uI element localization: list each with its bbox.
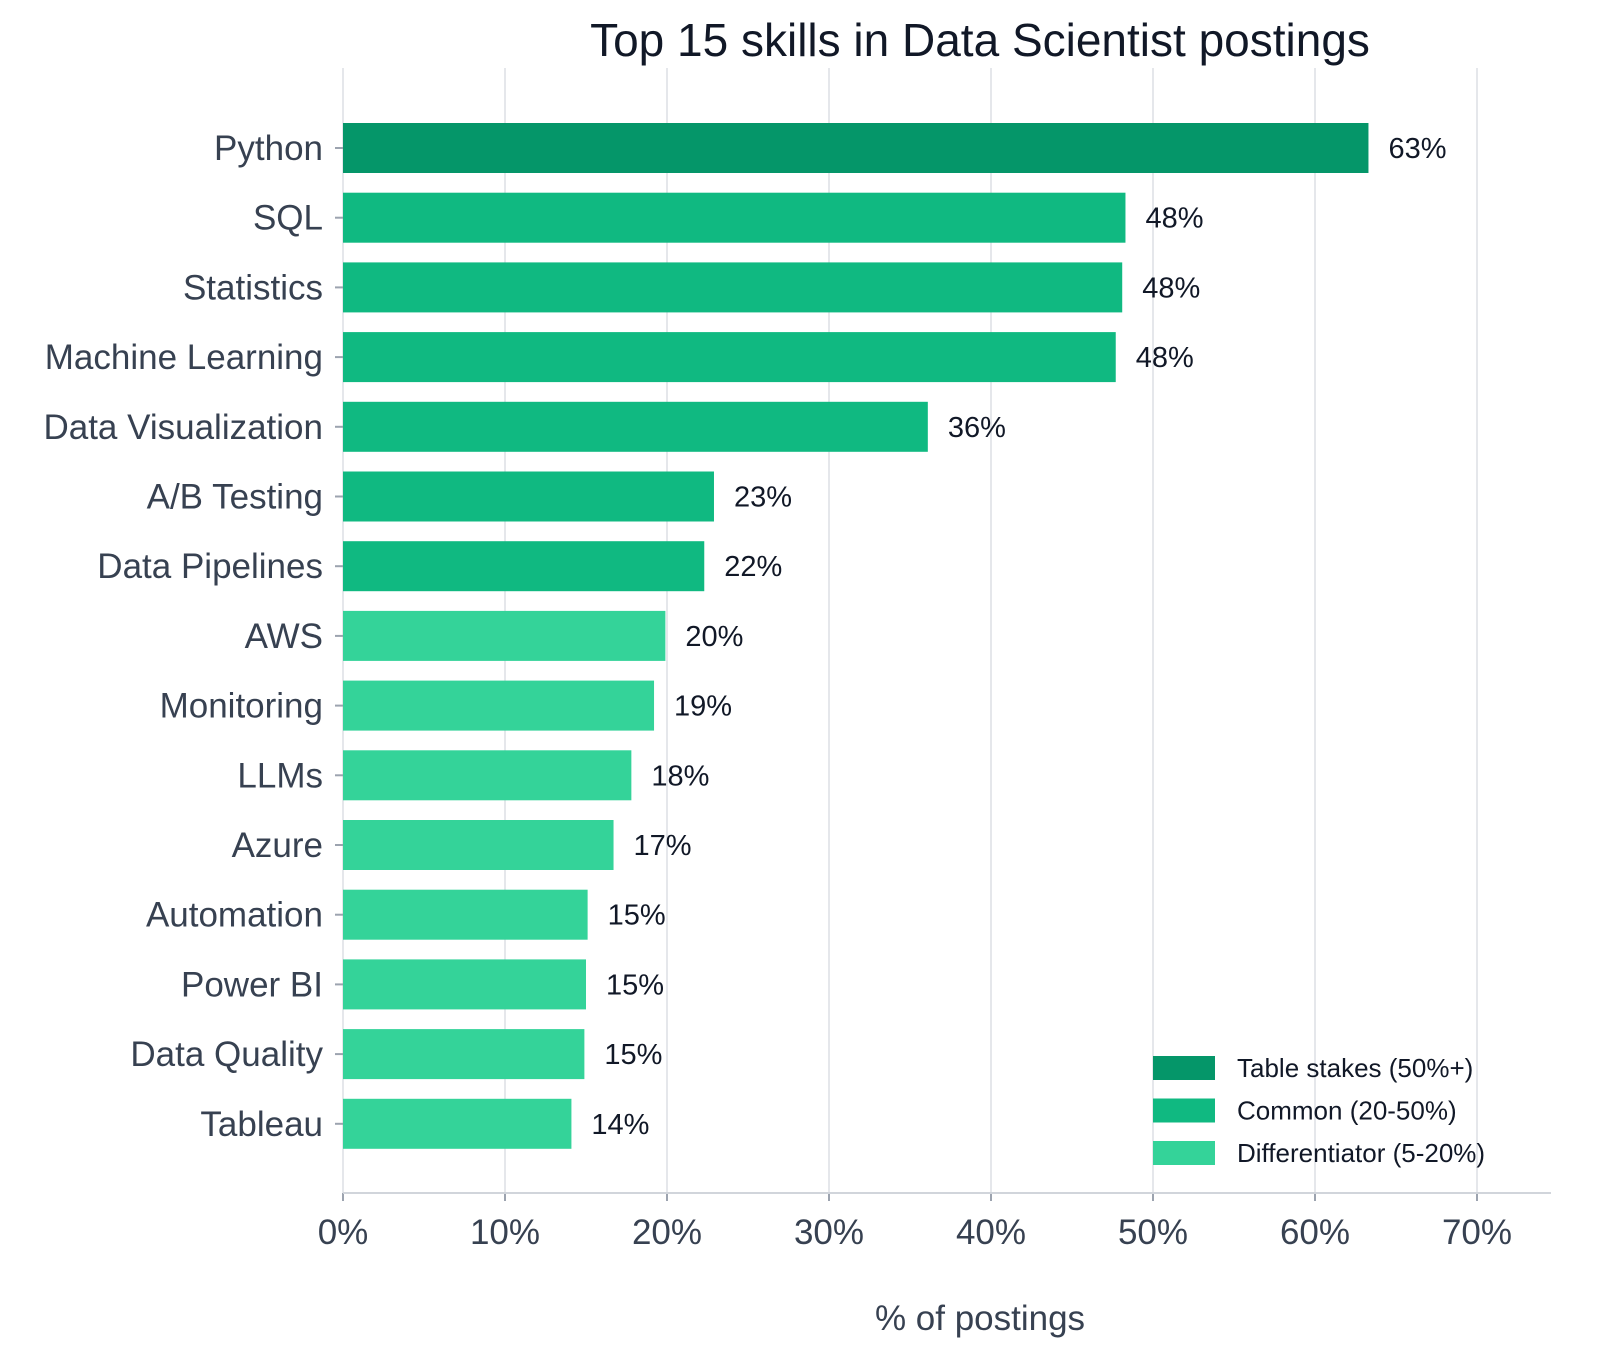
category-label-machine-learning: Machine Learning <box>45 338 323 377</box>
legend: Table stakes (50%+) Common (20-50%) Differ… <box>1153 1053 1485 1168</box>
category-label-aws: AWS <box>245 617 323 656</box>
value-label-a-b-testing: 23% <box>734 482 792 514</box>
bar-power-bi <box>343 959 586 1010</box>
x-tick-label-50: 50% <box>1118 1213 1188 1252</box>
value-labels: 63% 48% 48% 48% 36% 23% 22% 20% 19% 18% 17% 15% 15% 1… <box>591 133 1446 1141</box>
category-label-data-quality: Data Quality <box>130 1035 323 1074</box>
bar-monitoring <box>343 680 655 731</box>
legend-swatch-common-20-50 <box>1153 1098 1215 1123</box>
value-label-power-bi: 15% <box>606 969 664 1001</box>
bar-a-b-testing <box>343 471 714 522</box>
value-label-machine-learning: 48% <box>1136 342 1194 374</box>
category-label-monitoring: Monitoring <box>160 687 323 726</box>
bar-sql <box>343 192 1126 243</box>
category-label-tableau: Tableau <box>200 1105 323 1144</box>
category-label-a-b-testing: A/B Testing <box>147 478 323 517</box>
x-tick-label-30: 30% <box>794 1213 864 1252</box>
bar-python <box>343 123 1369 173</box>
value-label-tableau: 14% <box>591 1109 649 1141</box>
legend-label-table-stakes-50: Table stakes (50%+) <box>1237 1053 1473 1083</box>
x-tick-label-20: 20% <box>632 1213 702 1252</box>
value-label-data-quality: 15% <box>604 1039 662 1071</box>
bar-data-pipelines <box>343 541 705 592</box>
bar-llms <box>343 750 632 801</box>
x-tick-label-70: 70% <box>1442 1213 1512 1252</box>
category-labels: Python SQL Statistics Machine Learning Data … <box>43 129 343 1144</box>
x-axis-label: % of postings <box>875 1299 1085 1338</box>
category-label-azure: Azure <box>232 826 323 865</box>
legend-label-differentiator-5-20: Differentiator (5-20%) <box>1237 1138 1485 1168</box>
category-label-llms: LLMs <box>237 756 323 795</box>
bar-aws <box>343 610 666 661</box>
bar-automation <box>343 889 588 940</box>
value-label-statistics: 48% <box>1142 272 1200 304</box>
legend-swatch-table-stakes-50 <box>1153 1056 1215 1080</box>
legend-swatch-differentiator-5-20 <box>1153 1141 1215 1165</box>
value-label-aws: 20% <box>685 621 743 653</box>
x-tick-label-60: 60% <box>1280 1213 1350 1252</box>
category-label-data-pipelines: Data Pipelines <box>97 547 323 586</box>
x-axis: 0% 10% 20% 30% 40% 50% 60% 70% <box>318 1192 1551 1252</box>
value-label-sql: 48% <box>1145 203 1203 235</box>
bar-statistics <box>343 262 1123 313</box>
value-label-llms: 18% <box>651 760 709 792</box>
bar-tableau <box>343 1098 572 1149</box>
value-label-python: 63% <box>1388 133 1446 165</box>
category-label-statistics: Statistics <box>183 268 323 307</box>
bar-azure <box>343 820 614 870</box>
bars <box>343 123 1369 1149</box>
bar-data-quality <box>343 1029 585 1080</box>
value-label-monitoring: 19% <box>674 691 732 723</box>
category-label-sql: SQL <box>253 199 323 238</box>
value-label-data-visualization: 36% <box>948 412 1006 444</box>
category-label-data-visualization: Data Visualization <box>43 408 323 447</box>
chart-title: Top 15 skills in Data Scientist postings <box>590 14 1370 66</box>
bar-machine-learning <box>343 332 1116 383</box>
value-label-automation: 15% <box>608 900 666 932</box>
grid-lines <box>342 68 1478 1193</box>
legend-label-common-20-50: Common (20-50%) <box>1237 1096 1457 1126</box>
bar-data-visualization <box>343 401 928 452</box>
value-label-azure: 17% <box>634 830 692 862</box>
category-label-automation: Automation <box>146 896 323 935</box>
value-label-data-pipelines: 22% <box>724 551 782 583</box>
x-tick-label-0: 0% <box>318 1213 369 1252</box>
x-tick-label-10: 10% <box>470 1213 540 1252</box>
category-label-power-bi: Power BI <box>181 965 323 1004</box>
x-tick-label-40: 40% <box>956 1213 1026 1252</box>
category-label-python: Python <box>214 129 323 168</box>
